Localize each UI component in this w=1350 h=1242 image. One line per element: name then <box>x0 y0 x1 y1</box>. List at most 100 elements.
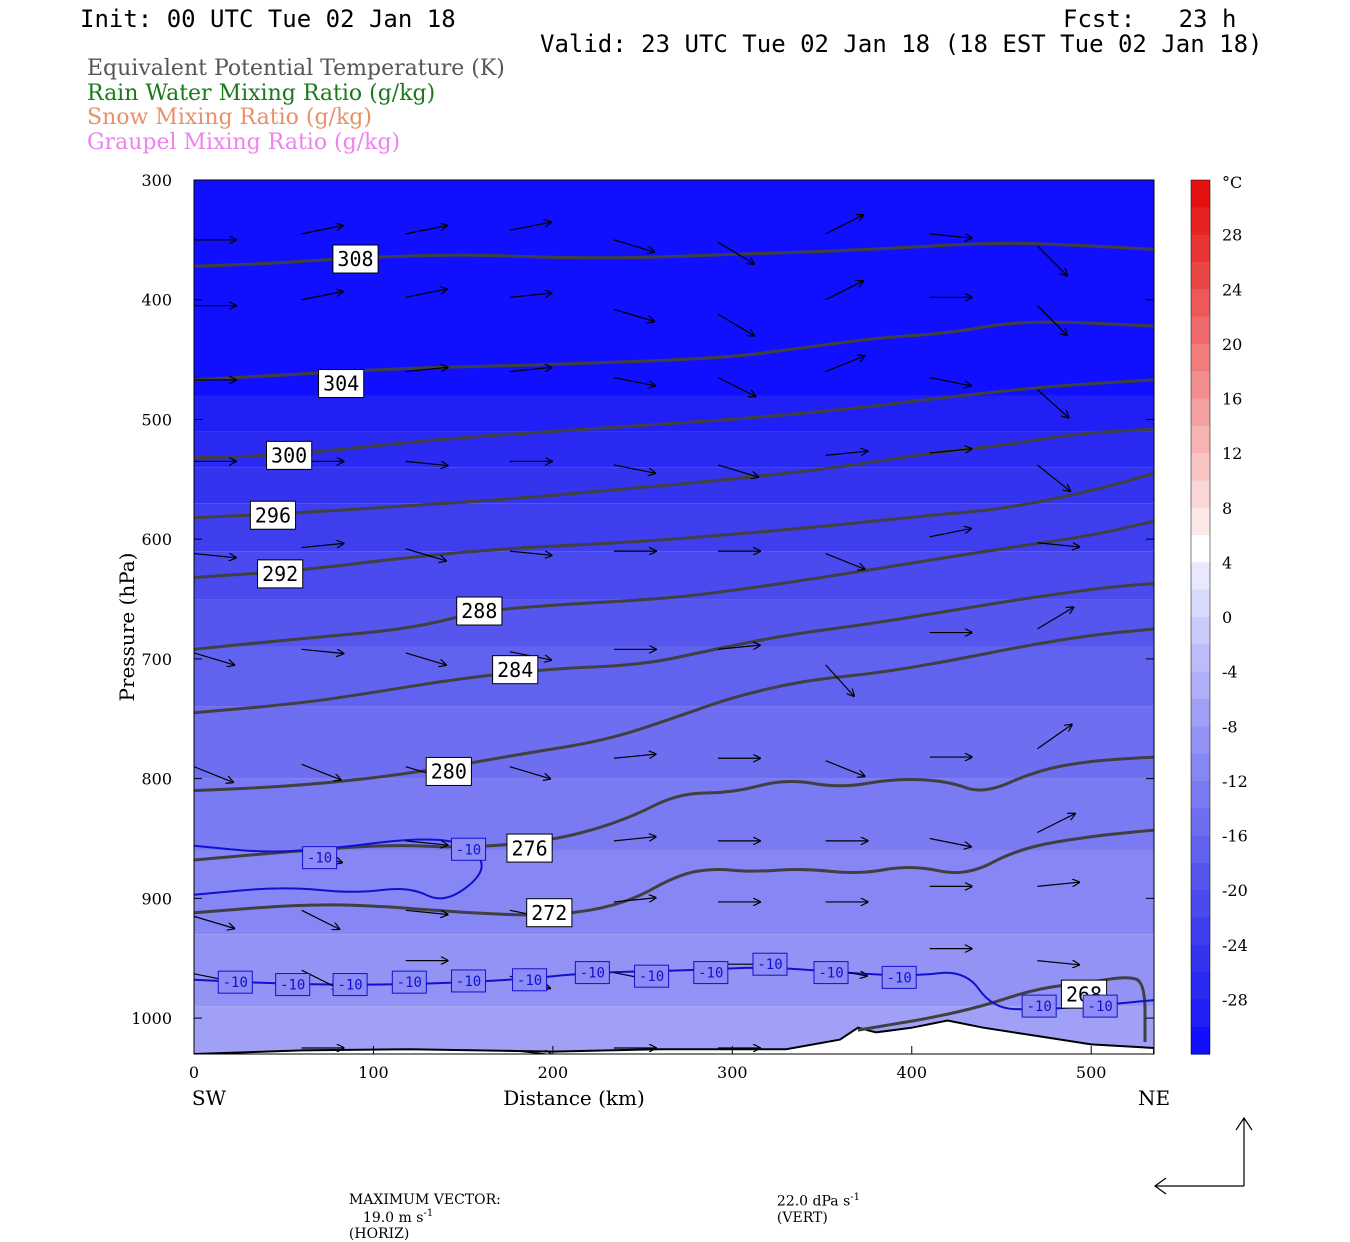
colorbar-swatch <box>1191 371 1210 400</box>
theta-e-line <box>194 755 1154 862</box>
minus10-label: -10 <box>517 973 542 989</box>
minus10-label: -10 <box>818 966 843 982</box>
minus10-label-box <box>881 965 917 989</box>
minus10-label: -10 <box>757 957 782 973</box>
theta-e-label: 284 <box>497 658 533 682</box>
wind-vector <box>301 909 340 929</box>
terrain-surface <box>194 1019 1154 1054</box>
colorbar-swatch <box>1191 808 1210 837</box>
colorbar-swatch <box>1191 644 1210 673</box>
wind-vector <box>929 233 972 238</box>
minus10-label-box <box>332 973 368 997</box>
terrain <box>194 1019 1154 1054</box>
theta-e-line <box>194 471 1154 579</box>
x-tick-label: 400 <box>896 1063 927 1082</box>
x-tick-label: 200 <box>538 1063 569 1082</box>
minus10-label-box <box>693 961 729 985</box>
wind-vector <box>825 552 865 570</box>
wind-vector <box>929 376 971 386</box>
minus10-label: -10 <box>698 966 723 982</box>
theta-e-label: 280 <box>431 760 467 784</box>
wind-vector <box>613 837 656 842</box>
temperature-band <box>194 551 1154 600</box>
colorbar-swatch <box>1191 343 1210 372</box>
wind-vector <box>301 543 344 549</box>
wind-vectors <box>194 215 1079 1054</box>
y-axis-title: Pressure (hPa) <box>115 553 139 702</box>
wind-vector <box>509 550 552 555</box>
minus10-label: -10 <box>1088 999 1113 1015</box>
colorbar-tick-label: 28 <box>1222 226 1242 245</box>
colorbar-tick-label: 20 <box>1222 335 1242 354</box>
legend-rain: Rain Water Mixing Ratio (g/kg) <box>87 81 436 106</box>
vert-value: 22.0 dPa s <box>776 1193 851 1210</box>
wind-vector <box>929 529 971 538</box>
minus10-label: -10 <box>280 978 305 994</box>
minus10-label-box <box>302 846 338 870</box>
wind-vector <box>194 766 233 783</box>
wind-vector <box>405 548 446 561</box>
x-tick-label: 500 <box>1076 1063 1107 1082</box>
minus10-label: -10 <box>639 969 664 985</box>
y-tick-label: 300 <box>141 171 172 190</box>
minus10-label-box <box>217 970 253 994</box>
minus10-label: -10 <box>337 978 362 994</box>
minus10-label: -10 <box>397 975 422 991</box>
colorbar-tick-label: -20 <box>1222 881 1248 900</box>
temperature-band <box>194 1054 1154 1059</box>
wind-vector <box>301 763 341 780</box>
max-vector-label: MAXIMUM VECTOR: <box>348 1192 501 1208</box>
theta-e-label-box <box>332 244 379 274</box>
wind-vector <box>717 313 754 336</box>
theta-e-label: 308 <box>337 247 373 271</box>
colorbar-swatch <box>1191 972 1210 1000</box>
wind-vector <box>405 652 446 665</box>
wind-vector <box>509 222 551 231</box>
wind-vector <box>929 837 971 846</box>
colorbar-swatch <box>1191 507 1210 536</box>
colorbar-tick-label: -28 <box>1222 990 1248 1009</box>
theta-e-line <box>194 241 1154 268</box>
minus10-label-box <box>1082 994 1118 1018</box>
colorbar: °C 28 24 20 16 12 8 4 0 -4 -8 -12 -16 -20 -24 -28 <box>1190 173 1248 1055</box>
wind-vector <box>613 464 655 473</box>
wind-vector <box>825 215 864 235</box>
theta-e-line <box>194 627 1154 793</box>
y-tick-label: 400 <box>141 291 172 310</box>
colorbar-swatch <box>1191 207 1210 236</box>
wind-vector <box>613 239 654 252</box>
y-tick-label: 700 <box>141 650 172 669</box>
minus10-label: -10 <box>887 970 912 986</box>
minus10-label: -10 <box>1027 999 1052 1015</box>
theta-e-line <box>857 976 1147 1042</box>
wind-vector <box>825 356 865 373</box>
colorbar-swatch <box>1191 835 1210 864</box>
colorbar-tick-label: 24 <box>1222 280 1242 299</box>
theta-e-label-box <box>266 440 313 470</box>
wind-vector <box>825 664 854 696</box>
theta-e-line <box>194 427 1154 520</box>
x-axis-title: Distance (km) <box>503 1086 645 1110</box>
y-tick-label: 800 <box>141 770 172 789</box>
theta-e-line <box>194 828 1154 917</box>
wind-vector <box>1037 960 1079 965</box>
wind-vector <box>929 449 972 454</box>
theta-e-label-box <box>249 500 297 530</box>
wind-vector <box>613 308 654 321</box>
minus10-label-box <box>275 973 311 997</box>
temperature-band <box>194 395 1154 432</box>
wind-vector <box>1037 607 1073 630</box>
y-tick-label: 900 <box>141 889 172 908</box>
colorbar-tick-label: 4 <box>1222 553 1232 572</box>
theta-e-label-box <box>506 833 553 863</box>
plot-frame <box>193 179 1155 1055</box>
wind-vector <box>405 909 448 914</box>
colorbar-tick-label: -24 <box>1222 936 1248 955</box>
theta-e-line <box>194 519 1154 651</box>
wind-vector <box>1037 882 1079 887</box>
wind-vector <box>1036 305 1067 336</box>
legend-theta-e: Equivalent Potential Temperature (K) <box>87 56 505 81</box>
wind-vector <box>405 289 447 298</box>
wind-vector <box>717 377 756 397</box>
